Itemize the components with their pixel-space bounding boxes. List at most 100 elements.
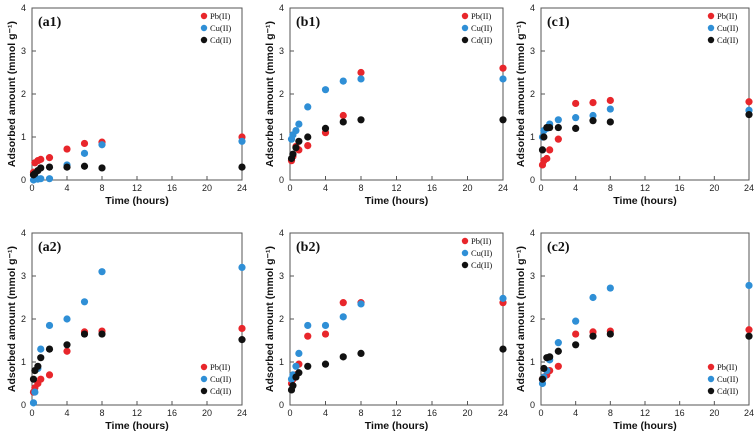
data-point-cdii [292, 144, 300, 152]
data-point-cdii [295, 369, 303, 377]
data-point-cdii [63, 341, 71, 349]
y-tick-label: 3 [530, 271, 535, 281]
data-point-cuii [357, 75, 365, 83]
data-point-cuii [606, 105, 614, 113]
legend-marker [200, 24, 208, 32]
data-point-pbii [321, 330, 330, 338]
data-point-pbii [37, 375, 45, 383]
legend-label: Cd(II) [717, 35, 738, 45]
data-point-cdii [339, 353, 347, 361]
x-tick-label: 8 [358, 183, 363, 193]
y-axis-label: Adsorbed amount (mmol g⁻¹) [515, 246, 527, 392]
data-point-cuii [554, 339, 562, 347]
data-point-pbii [45, 154, 54, 162]
data-point-cuii [292, 362, 300, 370]
x-tick-label: 16 [427, 408, 437, 418]
x-tick-label: 12 [132, 408, 142, 418]
panel-title: (c2) [547, 240, 570, 255]
legend-label: Cd(II) [717, 386, 738, 396]
data-point-cdii [80, 162, 89, 170]
y-tick-label: 0 [279, 400, 284, 410]
x-tick-label: 8 [608, 183, 613, 193]
y-tick-label: 1 [21, 357, 26, 367]
legend-marker [707, 24, 715, 32]
data-point-cdii [80, 330, 89, 338]
y-tick-label: 3 [279, 271, 284, 281]
x-tick-label: 0 [29, 183, 34, 193]
x-tick-label: 24 [498, 408, 508, 418]
x-tick-label: 8 [608, 408, 613, 418]
data-point-cuii [321, 86, 330, 94]
data-point-cdii [304, 362, 312, 370]
data-point-pbii [745, 326, 753, 334]
data-point-cdii [45, 163, 54, 171]
panel-title: (b2) [296, 240, 320, 255]
data-point-cdii [45, 345, 54, 353]
data-point-cdii [499, 345, 507, 353]
plot-frame [289, 232, 504, 406]
y-tick-label: 2 [279, 314, 284, 324]
plot-frame [31, 7, 243, 181]
data-point-pbii [63, 347, 71, 355]
data-point-cdii [98, 164, 106, 172]
x-axis-label: Time (hours) [105, 195, 168, 207]
data-point-cuii [304, 321, 312, 330]
y-axis-label: Adsorbed amount (mmol g⁻¹) [264, 246, 276, 392]
y-tick-label: 3 [279, 46, 284, 56]
data-point-pbii [304, 332, 312, 340]
data-point-cdii [357, 349, 365, 357]
data-point-pbii [554, 362, 562, 370]
x-tick-label: 8 [358, 408, 363, 418]
x-tick-label: 16 [167, 408, 177, 418]
data-point-cdii [538, 375, 547, 383]
y-tick-label: 1 [21, 132, 26, 142]
y-tick-label: 3 [530, 46, 535, 56]
legend-marker [461, 249, 469, 257]
data-point-cdii [572, 341, 580, 349]
data-point-pbii [238, 324, 246, 333]
x-axis-label: Time (hours) [365, 420, 428, 432]
y-tick-label: 1 [530, 132, 535, 142]
y-tick-label: 4 [279, 228, 284, 238]
y-tick-label: 1 [530, 357, 535, 367]
data-point-cdii [606, 330, 614, 338]
data-point-cuii [357, 300, 365, 308]
y-tick-label: 0 [21, 175, 26, 185]
data-point-pbii [80, 139, 89, 148]
data-point-cdii [238, 336, 246, 344]
legend-label: Cu(II) [471, 248, 492, 258]
data-point-cdii [499, 116, 507, 124]
y-tick-label: 2 [530, 89, 535, 99]
x-tick-label: 16 [675, 408, 685, 418]
data-point-cuii [554, 116, 562, 124]
data-point-cuii [606, 284, 614, 292]
data-point-pbii [339, 111, 347, 120]
legend-marker [707, 36, 715, 44]
panel-title: (c1) [547, 15, 570, 30]
data-point-pbii [357, 68, 365, 77]
data-point-cdii [745, 111, 753, 119]
legend-label: Cd(II) [471, 35, 492, 45]
x-tick-label: 0 [287, 408, 292, 418]
data-point-cdii [98, 330, 106, 338]
data-point-cuii [238, 263, 246, 271]
x-axis-label: Time (hours) [613, 420, 676, 432]
data-point-pbii [37, 155, 45, 163]
data-point-cdii [37, 354, 45, 362]
x-tick-label: 4 [323, 183, 328, 193]
y-axis-label: Adsorbed amount (mmol g⁻¹) [264, 21, 276, 167]
y-axis-label: Adsorbed amount (mmol g⁻¹) [515, 21, 527, 167]
data-point-cuii [295, 120, 303, 128]
legend-label: Cu(II) [210, 23, 231, 33]
x-tick-label: 16 [427, 183, 437, 193]
data-point-cdii [295, 137, 303, 145]
data-point-cdii [540, 364, 548, 373]
data-point-cuii [80, 149, 89, 157]
